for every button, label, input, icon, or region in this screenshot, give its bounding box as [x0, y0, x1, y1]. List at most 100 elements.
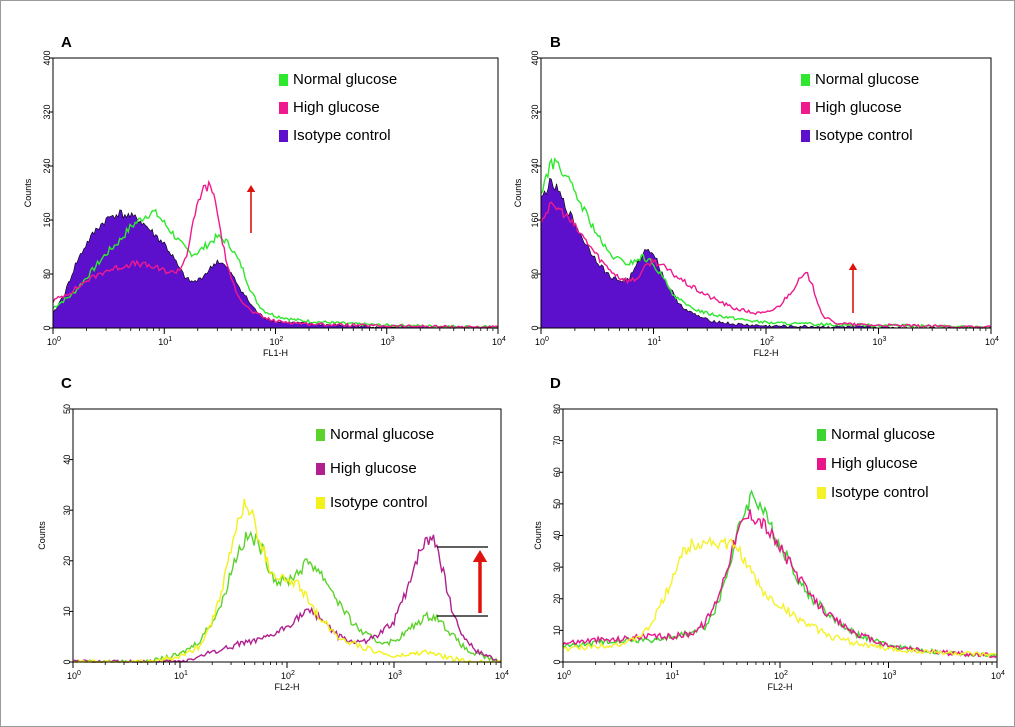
legend-swatch: [801, 102, 810, 114]
x-tick-label: 103: [873, 336, 887, 347]
legend-entry: Normal glucose: [831, 426, 935, 443]
y-tick-label: 50: [62, 404, 72, 414]
legend-entry: High glucose: [293, 99, 380, 116]
x-axis-label: FL1-H: [263, 348, 288, 358]
legend-swatch: [316, 497, 325, 509]
y-tick-label: 0: [530, 325, 540, 330]
y-tick-label: 240: [42, 158, 52, 173]
y-tick-label: 0: [552, 659, 562, 664]
panel-c: C 100 101 102 103 104 FL2-H 0 10 20 30 40 50 Counts No…: [37, 375, 509, 692]
panel-b: B 100 101 102 103 104 FL2-H 0 80 160 240 320 400 Coun…: [513, 34, 999, 358]
legend-entry: High glucose: [815, 99, 902, 116]
annotations: [246, 185, 858, 617]
x-axis-label: FL2-H: [274, 682, 299, 692]
y-tick-label: 80: [552, 404, 562, 414]
x-axis-label: FL2-H: [753, 348, 778, 358]
legend-swatch: [279, 130, 288, 142]
x-tick-label: 100: [535, 336, 549, 347]
x-axis-label: FL2-H: [767, 682, 792, 692]
legend-entry: High glucose: [831, 455, 918, 472]
y-tick-label: 160: [42, 212, 52, 227]
panel-letter: D: [550, 375, 561, 392]
legend-swatch: [801, 74, 810, 86]
y-tick-label: 40: [552, 530, 562, 540]
series-area-isotype-control: [540, 177, 992, 329]
y-axis-label: Counts: [23, 178, 33, 207]
y-tick-label: 10: [552, 625, 562, 635]
legend-swatch: [279, 102, 288, 114]
series-line-high-glucose: [72, 534, 501, 663]
y-tick-label: 160: [530, 212, 540, 227]
y-tick-label: 30: [552, 562, 562, 572]
legend-swatch: [801, 130, 810, 142]
y-tick-label: 50: [552, 499, 562, 509]
legend-swatch: [817, 458, 826, 470]
plot-frame: [562, 408, 998, 663]
legend-entry: Isotype control: [330, 494, 428, 511]
x-tick-label: 104: [991, 670, 1005, 681]
series-line-high-glucose: [52, 179, 499, 329]
x-tick-label: 102: [270, 336, 284, 347]
x-tick-label: 103: [388, 670, 402, 681]
arrow-a-head: [246, 185, 256, 192]
x-tick-label: 102: [281, 670, 295, 681]
x-tick-label: 101: [174, 670, 188, 681]
x-tick-label: 102: [760, 336, 774, 347]
y-tick-label: 320: [530, 104, 540, 119]
legend-entry: Isotype control: [815, 127, 913, 144]
series-line-normal-glucose: [562, 489, 998, 658]
legend-swatch: [316, 429, 325, 441]
y-tick-label: 0: [62, 659, 72, 664]
x-tick-label: 103: [381, 336, 395, 347]
y-tick-label: 60: [552, 467, 562, 477]
series-line-isotype-control: [72, 498, 502, 664]
legend-entry: Normal glucose: [330, 426, 434, 443]
y-tick-label: 320: [42, 104, 52, 119]
series-line-high-glucose: [562, 509, 998, 659]
y-tick-label: 400: [530, 50, 540, 65]
arrow-c-head: [472, 550, 488, 562]
legend-swatch: [817, 487, 826, 499]
y-axis-label: Counts: [533, 521, 543, 550]
legend-entry: Isotype control: [831, 484, 929, 501]
y-tick-label: 400: [42, 50, 52, 65]
x-tick-label: 104: [495, 670, 509, 681]
x-tick-label: 100: [67, 670, 81, 681]
x-tick-label: 104: [985, 336, 999, 347]
panel-letter: C: [61, 375, 72, 392]
y-tick-label: 70: [552, 436, 562, 446]
panel-letter: B: [550, 34, 561, 51]
series-line-high-glucose: [540, 201, 992, 330]
y-tick-label: 40: [62, 455, 72, 465]
y-tick-label: 10: [62, 606, 72, 616]
series-line-isotype-control: [562, 535, 998, 658]
y-tick-label: 80: [42, 269, 52, 279]
y-axis-label: Counts: [513, 178, 523, 207]
panel-a: A 100 101 102 103 104 FL1-H 0 80 160 240 320 400 Coun…: [23, 34, 506, 358]
legend-entry: Normal glucose: [293, 71, 397, 88]
arrow-b-head: [848, 263, 858, 270]
legend-entry: Normal glucose: [815, 71, 919, 88]
x-tick-label: 101: [648, 336, 662, 347]
x-tick-label: 101: [666, 670, 680, 681]
x-tick-label: 101: [158, 336, 172, 347]
legend-entry: Isotype control: [293, 127, 391, 144]
panel-letter: A: [61, 34, 72, 51]
x-tick-label: 103: [883, 670, 897, 681]
x-tick-label: 100: [47, 336, 61, 347]
panel-d: D 100 101 102 103 104 FL2-H 0 10 20 30 40 50 60 70 80 Co…: [533, 375, 1005, 692]
x-tick-label: 104: [492, 336, 506, 347]
y-tick-label: 20: [552, 594, 562, 604]
y-tick-label: 20: [62, 556, 72, 566]
legend-entry: High glucose: [330, 460, 417, 477]
x-tick-label: 100: [557, 670, 571, 681]
x-tick-label: 102: [774, 670, 788, 681]
y-tick-label: 80: [530, 269, 540, 279]
series-line-normal-glucose: [72, 530, 502, 663]
y-axis-label: Counts: [37, 521, 47, 550]
y-tick-label: 240: [530, 158, 540, 173]
y-tick-label: 30: [62, 505, 72, 515]
legend-swatch: [316, 463, 325, 475]
